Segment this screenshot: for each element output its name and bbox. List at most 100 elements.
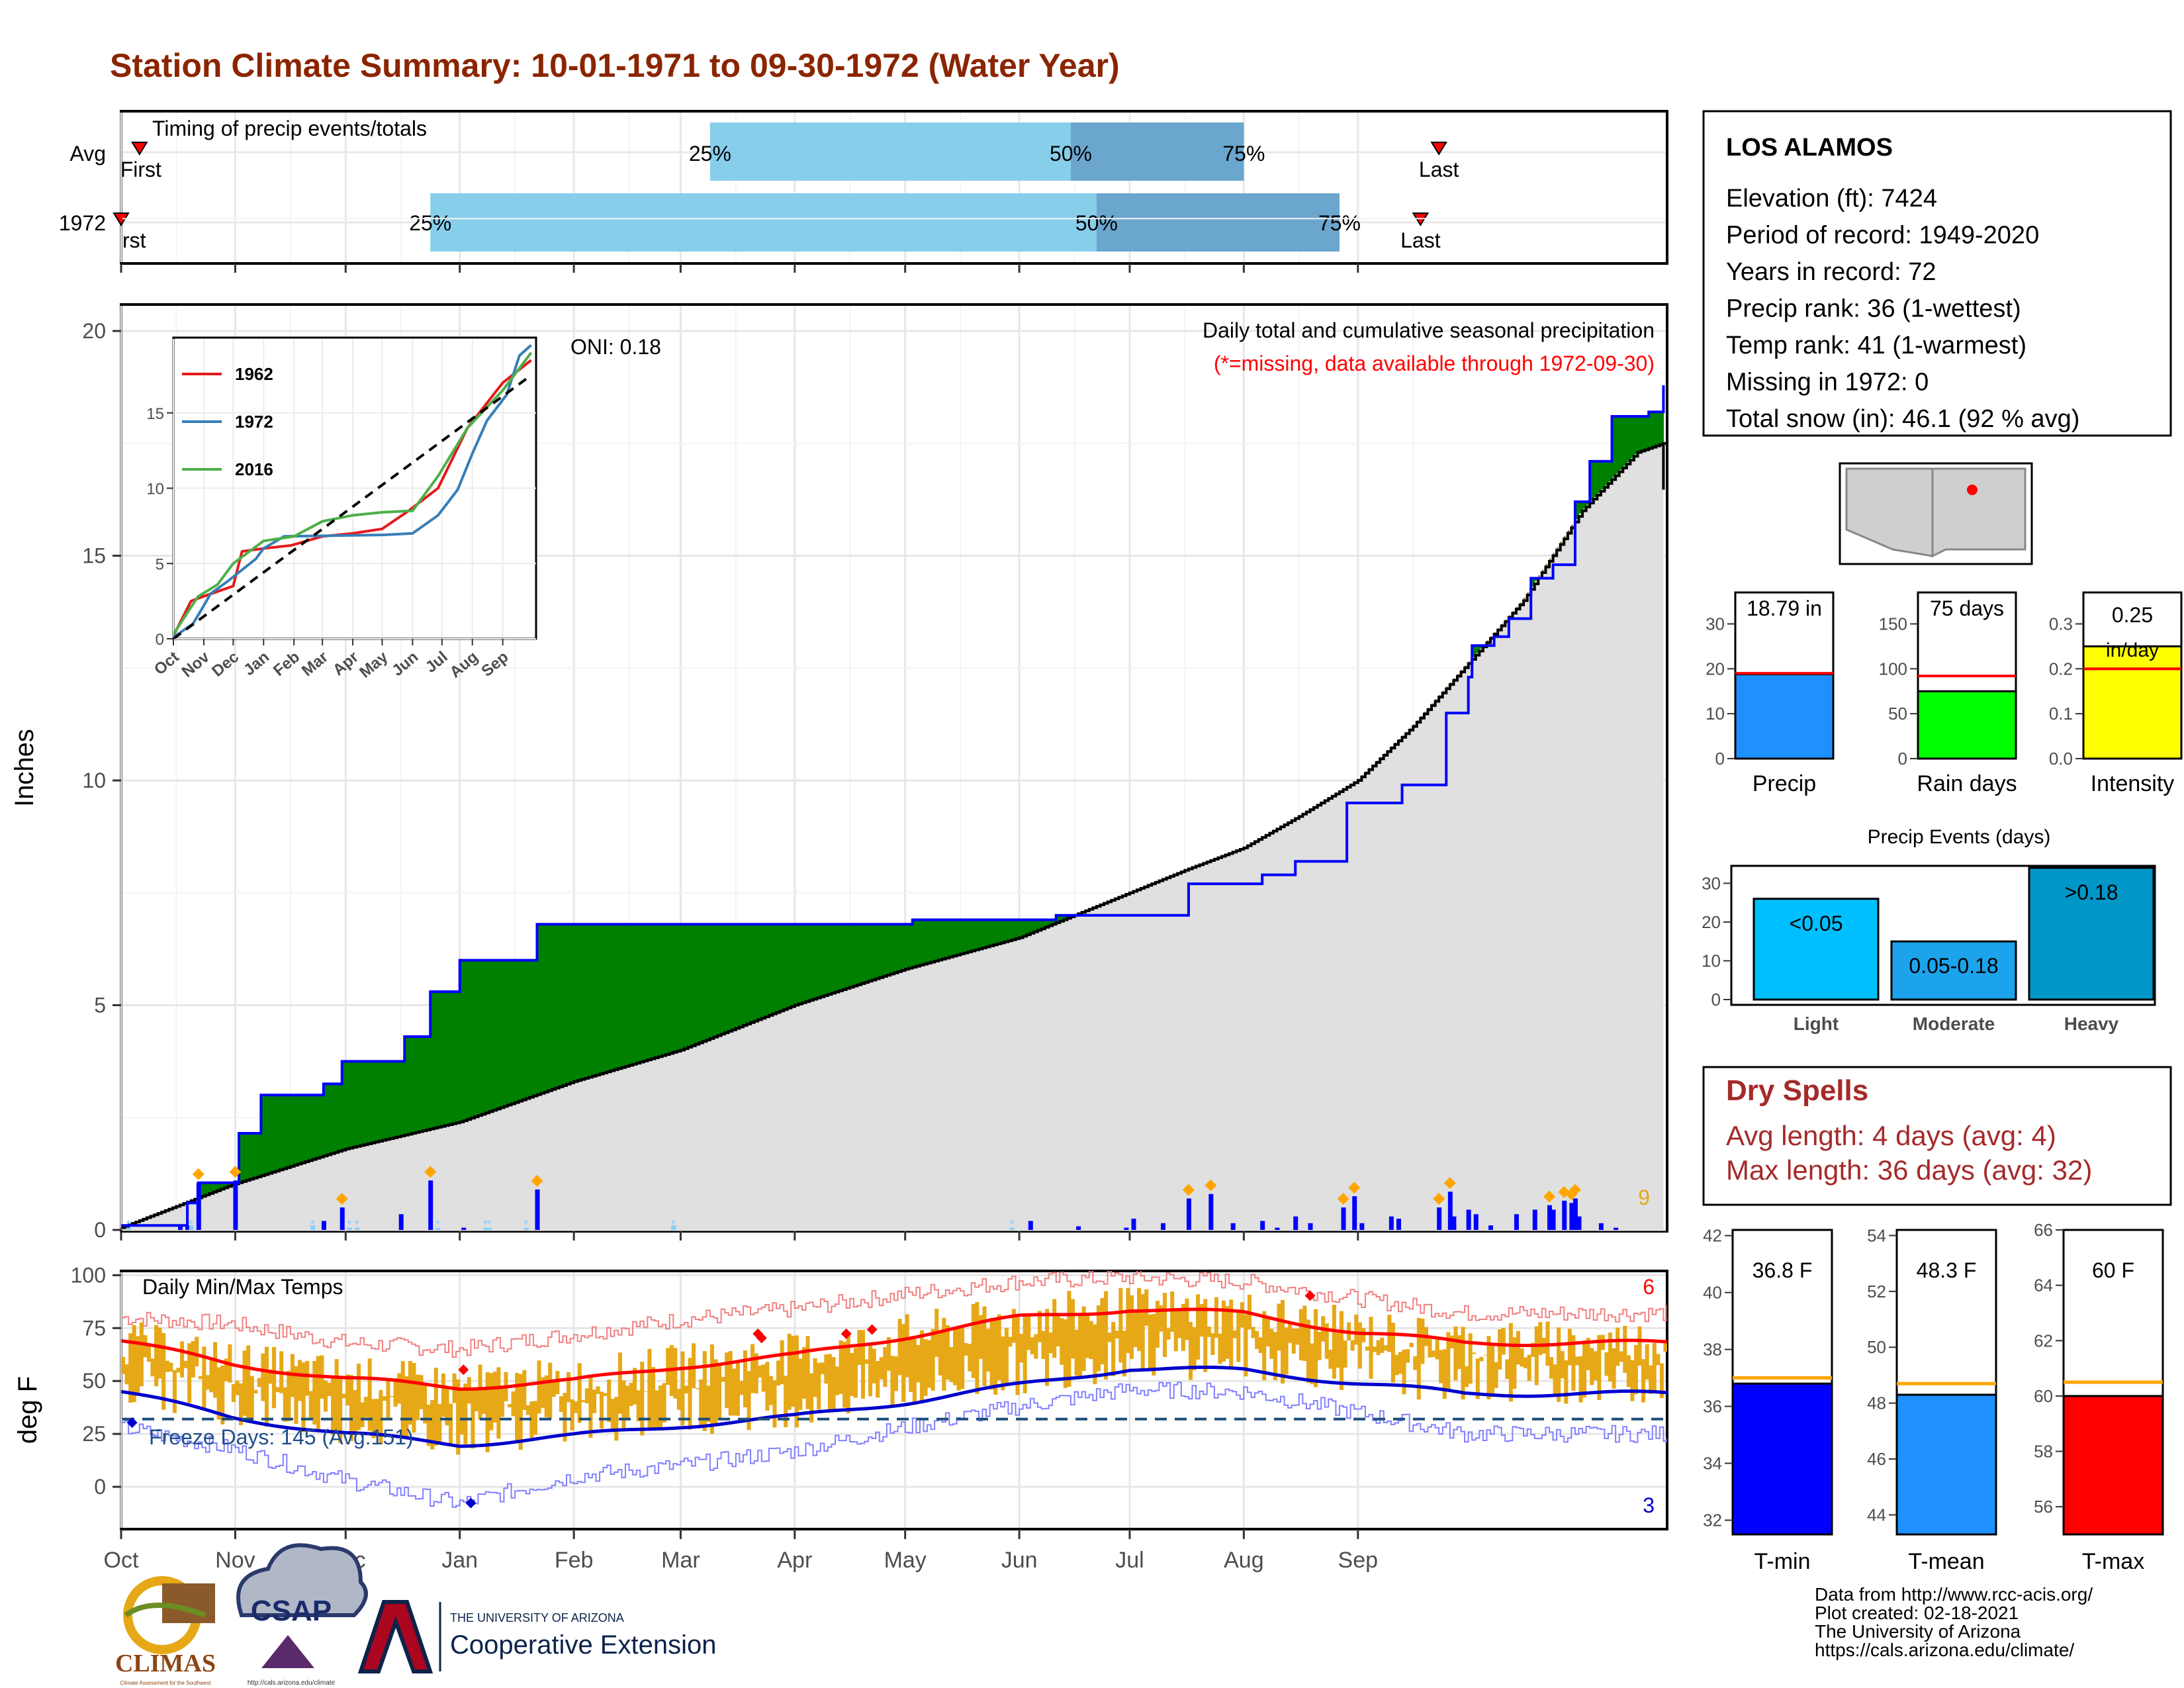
precip-y-axis-label: Inches [10,729,39,807]
last-event-label: Last [1400,228,1441,252]
daily-precip-bar [1388,1216,1394,1230]
daily-temp-range [625,1385,630,1419]
daily-temp-range [1494,1362,1498,1388]
surplus-strip [864,924,869,982]
daily-temp-range [588,1374,593,1438]
surplus-strip [692,924,696,1045]
daily-temp-range [445,1386,449,1426]
daily-precip-bar [1562,1200,1567,1230]
daily-temp-range [242,1350,247,1416]
daily-temp-range [1582,1340,1587,1398]
daily-temp-range [1026,1315,1031,1350]
daily-temp-range [195,1336,199,1367]
temp-y-tick-label: 100 [71,1263,106,1287]
mini-bar-tick-label: 30 [1706,614,1725,633]
daily-temp-range [1490,1344,1495,1395]
daily-temp-range [1034,1334,1038,1359]
daily-temp-range [1173,1308,1178,1352]
daily-temp-range [224,1358,228,1382]
timing-bar-50-75 [1070,122,1244,181]
surplus-strip [287,1095,291,1167]
surplus-strip [1590,461,1594,501]
surplus-strip [768,924,774,1015]
snow-day-marker: * [347,1218,351,1231]
surplus-strip [551,924,556,1089]
temp-bar-value [2062,1395,2164,1536]
daily-temp-range [1652,1342,1657,1392]
surplus-strip [897,924,902,971]
daily-temp-range [743,1350,748,1408]
daily-temp-range [128,1333,133,1403]
climas-text: CLIMAS [115,1650,216,1677]
daily-temp-range [1549,1357,1554,1379]
daily-temp-range [238,1383,244,1425]
daily-temp-range [1449,1335,1454,1348]
surplus-strip [629,924,633,1065]
surplus-strip [853,924,858,986]
daily-temp-range [327,1382,332,1397]
daily-temp-range [165,1360,169,1372]
daily-temp-range [1218,1333,1222,1364]
daily-temp-range [382,1396,387,1401]
surplus-strip [1615,416,1620,474]
daily-temp-range [132,1325,136,1403]
surplus-strip [275,1095,280,1171]
daily-temp-range [975,1302,979,1394]
daily-temp-range [1461,1327,1465,1400]
dry-spells-max: Max length: 36 days (avg: 32) [1726,1154,2092,1186]
surplus-strip [1612,416,1616,478]
daily-temp-range [942,1317,946,1391]
mini-bar-value-unit: in/day [2106,639,2159,661]
daily-temp-range [1258,1337,1263,1354]
daily-temp-range [574,1401,578,1413]
daily-temp-range [1557,1327,1561,1402]
temp-bar-tick-label: 50 [1867,1337,1886,1357]
surplus-strip [242,1133,247,1181]
timing-row-1972: 1972 [59,211,106,235]
daily-temp-range [379,1389,383,1444]
snow-day-bar [310,1225,316,1230]
daily-temp-range [846,1332,850,1414]
timing-bar-25-50 [430,193,1097,252]
daily-temp-range [809,1373,814,1423]
ua-small-text: THE UNIVERSITY OF ARIZONA [450,1611,624,1624]
mini-bar-value-label: 18.79 in [1747,596,1822,620]
month-tick-label: Oct [104,1548,139,1573]
daily-temp-range [857,1330,862,1365]
surplus-strip [968,919,972,952]
surplus-strip [268,1095,273,1173]
daily-temp-range [1571,1335,1576,1391]
daily-temp-range [272,1346,277,1409]
surplus-strip [426,1037,431,1130]
daily-temp-range [541,1377,545,1408]
heavy-event-marker [531,1174,543,1187]
daily-temp-range [1310,1343,1314,1385]
surplus-strip [456,992,461,1123]
daily-temp-range [1129,1295,1134,1359]
daily-temp-range [1376,1340,1381,1356]
daily-temp-range [780,1340,784,1385]
daily-temp-range [901,1324,906,1402]
surplus-strip [209,1182,214,1193]
daily-temp-range [449,1403,453,1444]
daily-temp-range [143,1335,148,1358]
daily-precip-bar [1308,1223,1313,1230]
mini-bar-value [1734,673,1835,760]
surplus-strip [323,1084,328,1156]
snow-day-marker: * [523,1218,528,1231]
daily-temp-range [1637,1326,1642,1366]
precip-y-tick-label: 10 [82,769,106,792]
surplus-strip [283,1095,287,1168]
daily-precip-bar [1028,1221,1033,1230]
daily-temp-range [1608,1333,1613,1382]
timing-bar-25-50 [709,122,1071,181]
daily-temp-range [1633,1344,1639,1395]
daily-temp-range [1115,1331,1119,1338]
daily-temp-range [515,1372,520,1442]
daily-temp-range [735,1361,740,1416]
daily-temp-range [1133,1309,1138,1348]
surplus-strip [1023,919,1027,936]
daily-temp-range [198,1376,203,1380]
daily-temp-range [1262,1311,1267,1381]
